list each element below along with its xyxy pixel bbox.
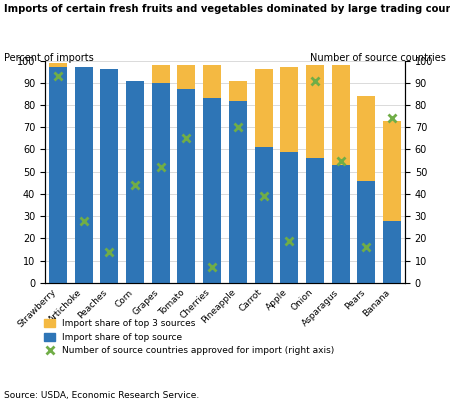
Bar — [126, 80, 144, 283]
Text: Source: USDA, Economic Research Service.: Source: USDA, Economic Research Service. — [4, 391, 200, 400]
Bar — [100, 69, 118, 283]
Legend: Import share of top 3 sources, Import share of top source, Number of source coun: Import share of top 3 sources, Import sh… — [40, 316, 338, 359]
Bar — [229, 101, 247, 283]
Bar — [203, 65, 221, 283]
Bar — [332, 65, 350, 283]
Bar — [75, 67, 93, 283]
Text: Percent of imports: Percent of imports — [4, 53, 94, 63]
Bar — [306, 65, 324, 283]
Bar — [49, 67, 67, 283]
Bar — [75, 67, 93, 283]
Bar — [280, 152, 298, 283]
Bar — [383, 120, 401, 283]
Bar — [280, 67, 298, 283]
Bar — [126, 80, 144, 283]
Bar — [357, 181, 375, 283]
Bar — [177, 89, 195, 283]
Bar — [100, 69, 118, 283]
Bar — [306, 158, 324, 283]
Bar — [229, 80, 247, 283]
Bar — [255, 147, 273, 283]
Bar — [332, 165, 350, 283]
Bar — [152, 83, 170, 283]
Bar — [357, 96, 375, 283]
Text: Imports of certain fresh fruits and vegetables dominated by large trading countr: Imports of certain fresh fruits and vege… — [4, 4, 450, 14]
Bar — [49, 63, 67, 283]
Text: Number of source countries: Number of source countries — [310, 53, 446, 63]
Bar — [152, 65, 170, 283]
Bar — [383, 221, 401, 283]
Bar — [203, 98, 221, 283]
Bar — [177, 65, 195, 283]
Bar — [255, 69, 273, 283]
